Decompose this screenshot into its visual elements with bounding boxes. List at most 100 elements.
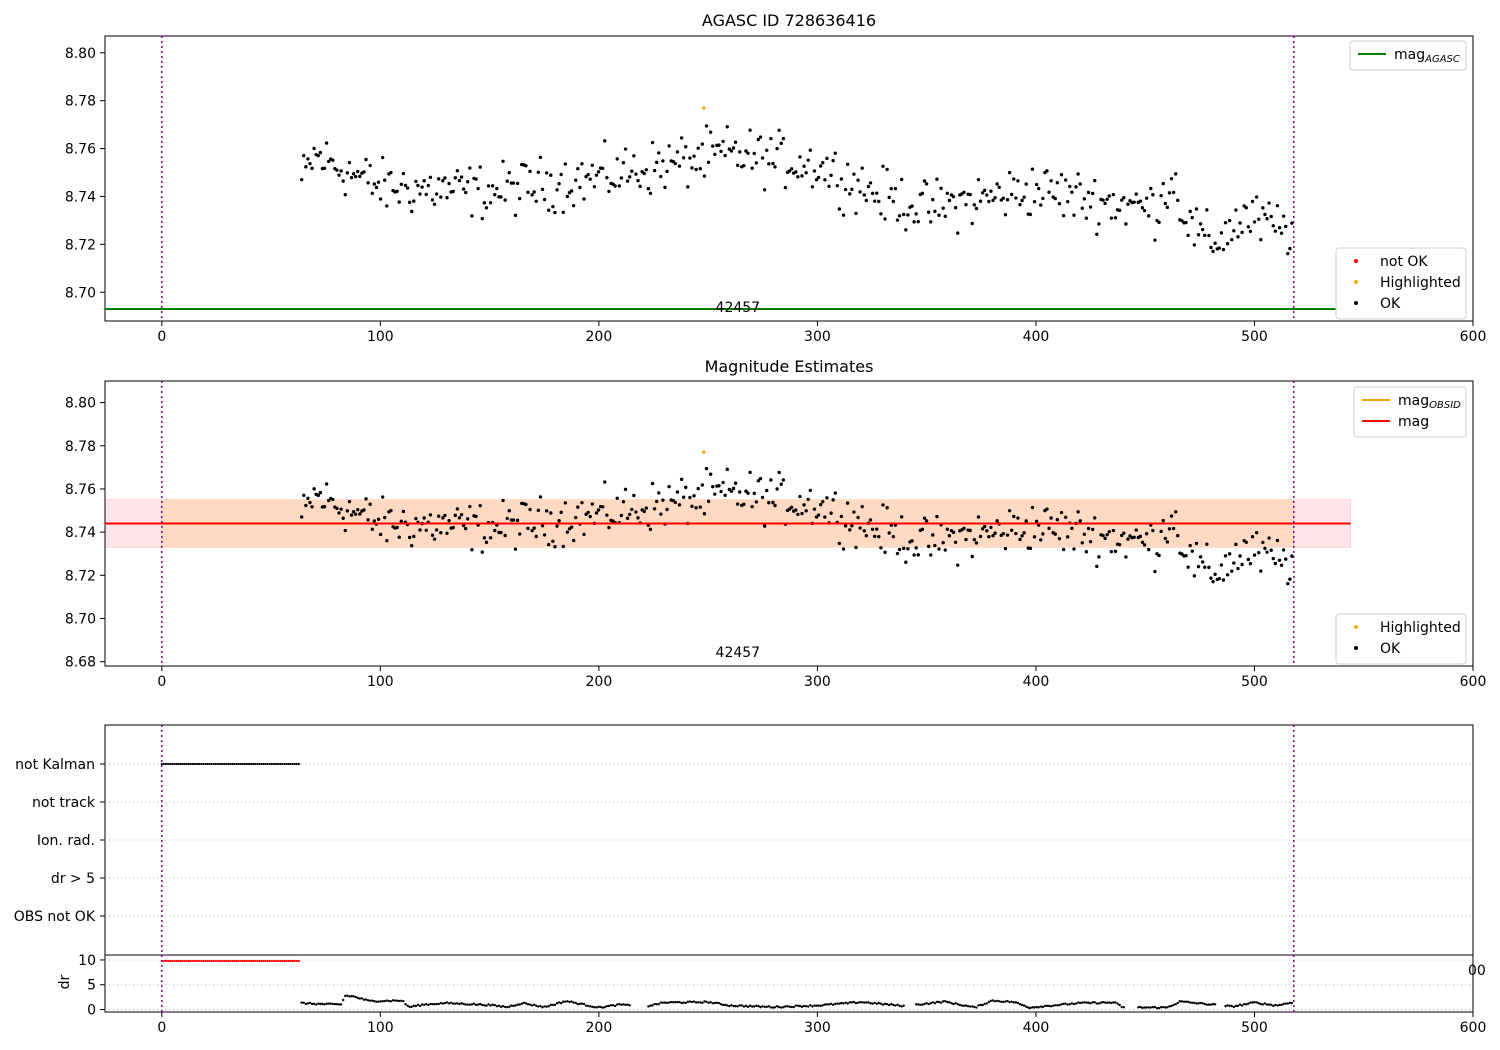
data-point-ok: [1109, 549, 1114, 554]
obsid-label: 42457: [716, 300, 761, 316]
dr-point: [373, 1000, 376, 1003]
dr-point: [1267, 1003, 1271, 1006]
dr-point: [1238, 1003, 1242, 1006]
data-point-ok: [794, 508, 798, 512]
data-point-ok: [1284, 224, 1288, 229]
dr-point: [933, 1001, 937, 1005]
data-point-ok: [723, 493, 727, 497]
data-point-ok: [378, 197, 383, 201]
dr-flag-point: [291, 959, 294, 963]
data-point-ok: [607, 525, 611, 530]
dr-point: [946, 1000, 949, 1004]
data-point-ok: [864, 198, 869, 203]
dr-point: [1039, 1005, 1042, 1008]
data-point-ok: [366, 181, 370, 185]
data-point-ok: [480, 216, 484, 221]
dr-point: [485, 1004, 488, 1007]
data-point-ok: [1113, 549, 1118, 554]
dr-point: [499, 1005, 503, 1009]
dr-point: [528, 1003, 532, 1006]
data-point-ok: [756, 479, 761, 483]
data-point-ok: [995, 519, 999, 523]
flag-point: [160, 762, 163, 766]
dr-flag-point: [252, 959, 255, 963]
dr-point: [836, 1002, 839, 1005]
data-point-ok: [418, 528, 422, 532]
data-point-ok: [912, 553, 916, 557]
dr-point: [881, 1003, 885, 1006]
flag-point: [274, 762, 278, 766]
data-point-ok: [385, 204, 389, 208]
dr-point: [508, 1005, 511, 1008]
dr-point: [1259, 1002, 1263, 1006]
data-point-ok: [376, 180, 381, 184]
dr-point: [771, 1006, 775, 1009]
data-point-ok: [702, 512, 707, 516]
data-point-ok: [866, 184, 871, 189]
data-point-ok: [1217, 246, 1221, 250]
data-point-ok: [1263, 212, 1267, 217]
dr-point: [512, 1004, 515, 1008]
flag-point: [276, 762, 280, 766]
panel-agasc: AGASC ID 728636416 0 100 200 300 400 500 600 8.…: [65, 11, 1487, 345]
x-tick-label: 400: [1023, 1020, 1050, 1036]
data-point-ok: [430, 533, 435, 537]
data-point-ok: [1232, 561, 1236, 565]
data-point-ok: [1207, 233, 1211, 238]
dr-point: [491, 1003, 494, 1006]
dr-point: [1193, 1001, 1196, 1005]
dr-point: [726, 1004, 729, 1007]
data-point-ok: [561, 544, 565, 549]
data-point-ok: [461, 523, 466, 528]
dr-point: [360, 997, 364, 1000]
data-point-ok: [1120, 198, 1124, 202]
dr-point: [804, 1004, 808, 1008]
data-point-ok: [478, 165, 482, 169]
data-point-ok: [916, 553, 920, 557]
data-point-ok: [304, 503, 308, 508]
data-point-ok: [306, 157, 310, 161]
data-point-ok: [536, 508, 541, 513]
dr-point: [840, 1001, 843, 1005]
data-point-ok: [378, 532, 383, 537]
dr-point: [1226, 1004, 1229, 1007]
data-point-ok: [654, 160, 659, 165]
dr-flag-point: [179, 959, 182, 963]
data-point-ok: [920, 527, 925, 532]
dr-point: [825, 1003, 829, 1006]
data-point-ok: [845, 162, 850, 166]
dr-point: [981, 1003, 984, 1007]
dr-point: [734, 1004, 737, 1008]
data-point-ok: [939, 186, 943, 191]
data-point-ok: [906, 547, 910, 551]
x-tick-label: 400: [1023, 329, 1050, 345]
dr-point: [1101, 1001, 1105, 1004]
flag-point: [293, 762, 296, 766]
data-point-ok: [711, 485, 715, 489]
dr-point: [611, 1004, 615, 1007]
data-point-ok: [729, 149, 734, 153]
x-tick-label: 200: [586, 1020, 613, 1036]
data-point-ok: [744, 149, 748, 153]
dr-point: [1224, 1005, 1227, 1008]
data-point-ok: [634, 172, 638, 176]
data-point-ok: [308, 161, 312, 166]
data-point-ok: [914, 546, 918, 550]
data-point-ok: [1068, 184, 1072, 189]
panel-dr: dr 0 100 200 300 400 500 600 0 5 10: [57, 953, 1486, 1036]
data-point-ok: [405, 186, 410, 190]
dr-flag-point: [173, 959, 176, 963]
data-point-ok: [1105, 197, 1109, 201]
x-tick-label: 500: [1241, 1020, 1268, 1036]
data-point-ok: [690, 504, 694, 509]
data-point-ok: [814, 177, 819, 182]
data-point-ok: [1153, 569, 1157, 574]
dr-point: [350, 995, 353, 998]
data-point-ok: [831, 498, 835, 502]
data-point-ok: [1200, 227, 1205, 232]
data-point-ok: [441, 516, 445, 520]
dr-point: [796, 1004, 800, 1007]
data-point-ok: [578, 185, 582, 190]
data-point-ok: [632, 493, 636, 498]
dr-flag-point: [181, 959, 184, 963]
